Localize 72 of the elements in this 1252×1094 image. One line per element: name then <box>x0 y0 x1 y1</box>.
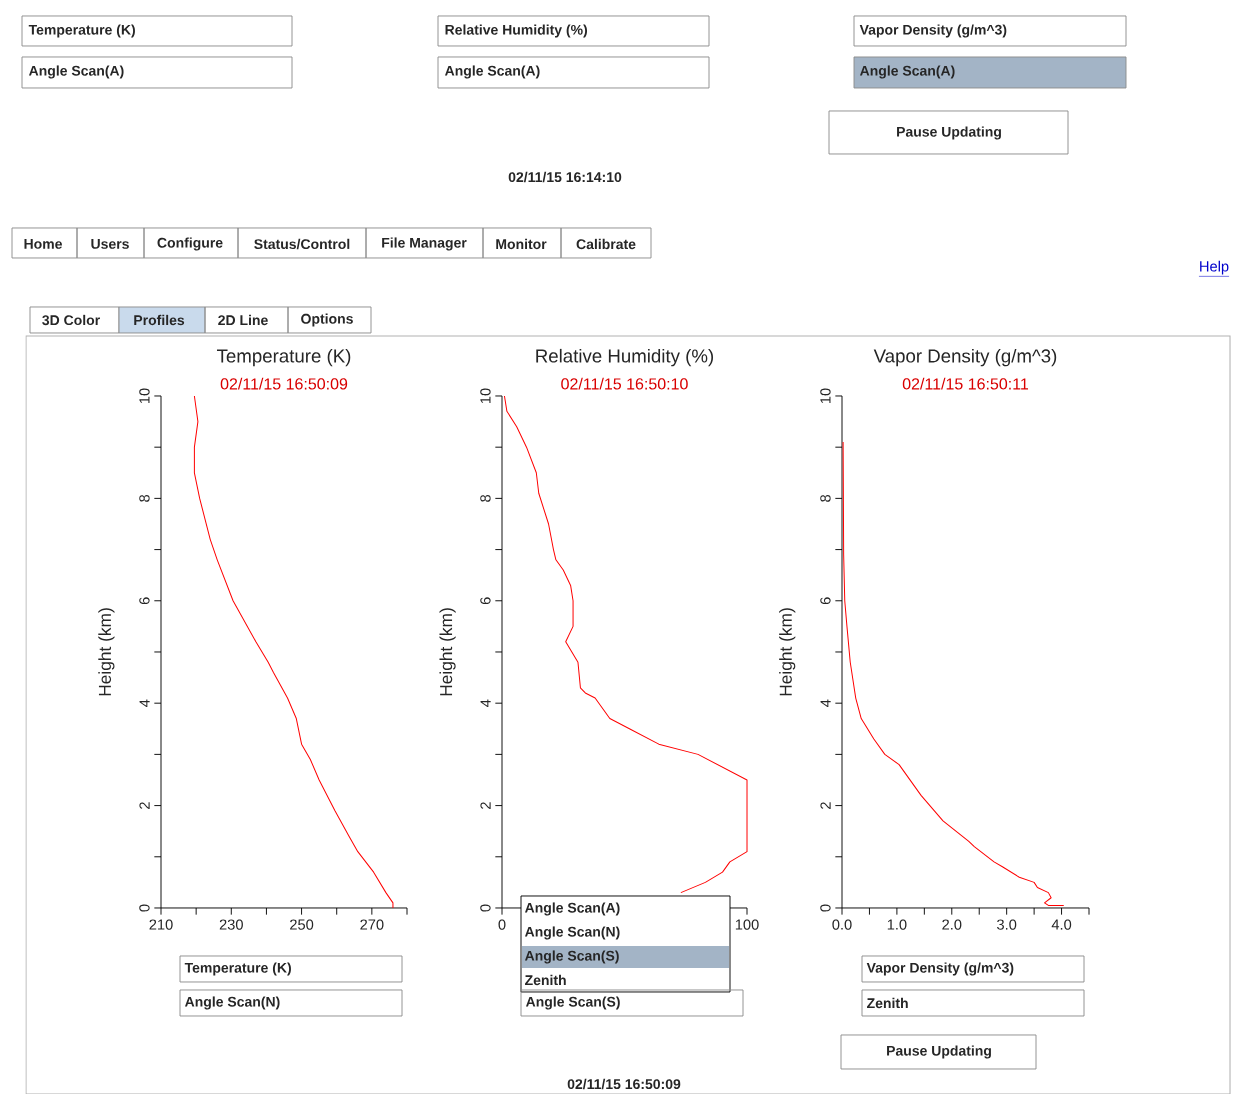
y-tick-label: 2 <box>820 802 831 809</box>
text: Pause Updating <box>887 1045 991 1059</box>
text: Angle Scan(A) <box>859 65 955 79</box>
text: Angle Scan(N) <box>184 996 280 1010</box>
y-tick-label: 2 <box>480 802 491 809</box>
y-tick-label: 2 <box>139 802 150 809</box>
text: 3D Color <box>42 314 100 326</box>
y-axis-title: Height (km) <box>439 608 456 696</box>
y-tick-label: 6 <box>139 597 150 605</box>
text: Temperature (K) <box>184 962 291 976</box>
text: Angle Scan(S) <box>524 950 619 964</box>
y-tick-label: 8 <box>139 494 150 502</box>
line-series <box>193 395 394 909</box>
annotation: Angle Scan(A) <box>524 902 620 916</box>
text: Status/Control <box>254 238 350 250</box>
text: Pause Updating <box>897 126 1001 140</box>
x-tick-label: 250 <box>290 919 314 930</box>
x-tick-label: 0.0 <box>832 919 852 930</box>
y-tick-label: 6 <box>480 597 491 605</box>
text: Calibrate <box>576 238 636 250</box>
text: Options <box>301 313 353 327</box>
y-tick-label: 0 <box>820 904 831 912</box>
y-tick-label: 4 <box>480 699 491 707</box>
y-axis-title: Height (km) <box>98 608 115 696</box>
chart-title: Vapor Density (g/m^3) <box>873 348 1057 367</box>
text: Vapor Density (g/m^3) <box>859 24 1007 38</box>
y-tick-label: 10 <box>139 388 150 404</box>
text: Vapor Density (g/m^3) <box>866 962 1014 976</box>
y-tick-label: 8 <box>480 494 491 502</box>
chart-title: Relative Humidity (%) <box>536 348 714 367</box>
text: Angle Scan(A) <box>28 65 124 79</box>
chart-title: Temperature (K) <box>216 348 351 367</box>
y-tick-label: 6 <box>820 597 831 605</box>
text: Zenith <box>867 997 908 1009</box>
x-tick-label: 2.0 <box>942 919 962 930</box>
chart-subtitle: 02/11/15 16:50:11 <box>902 377 1029 390</box>
x-tick-label: 100 <box>735 919 759 930</box>
x-tick-label: 270 <box>360 919 384 930</box>
text: Relative Humidity (%) <box>445 24 588 38</box>
text: Configure <box>157 237 223 251</box>
y-axis-title: Height (km) <box>779 608 796 696</box>
x-tick-label: 230 <box>219 919 243 930</box>
text: Temperature (K) <box>28 24 135 38</box>
y-tick-label: 10 <box>480 388 491 404</box>
text: Zenith <box>525 974 566 986</box>
y-tick-label: 8 <box>820 494 831 502</box>
y-tick-label: 4 <box>820 699 831 707</box>
text: Angle Scan(N) <box>524 926 620 940</box>
y-tick-label: 4 <box>139 699 150 707</box>
text: Angle Scan(S) <box>525 996 620 1010</box>
y-tick-label: 10 <box>820 388 831 404</box>
text: Profiles <box>134 314 185 326</box>
text: 02/11/15 16:14:10 <box>508 171 622 183</box>
text: Monitor <box>496 238 547 250</box>
text: File Manager <box>382 237 467 251</box>
text: 2D Line <box>218 314 268 326</box>
x-tick-label: 4.0 <box>1051 919 1072 930</box>
chart-subtitle: 02/11/15 16:50:09 <box>220 377 348 390</box>
text: 02/11/15 16:50:09 <box>567 1078 681 1090</box>
x-tick-label: 0 <box>498 919 506 930</box>
text: Angle Scan(A) <box>444 65 540 79</box>
text: Help <box>1200 260 1229 275</box>
line-series <box>503 395 748 894</box>
x-tick-label: 3.0 <box>997 919 1017 930</box>
line-series <box>842 441 1065 906</box>
y-tick-label: 0 <box>139 904 150 912</box>
x-tick-label: 210 <box>149 919 173 930</box>
text: Home <box>24 239 62 249</box>
text: Users <box>91 239 129 249</box>
y-tick-label: 0 <box>480 904 491 912</box>
x-tick-label: 1.0 <box>887 919 907 930</box>
chart-subtitle: 02/11/15 16:50:10 <box>561 377 688 390</box>
